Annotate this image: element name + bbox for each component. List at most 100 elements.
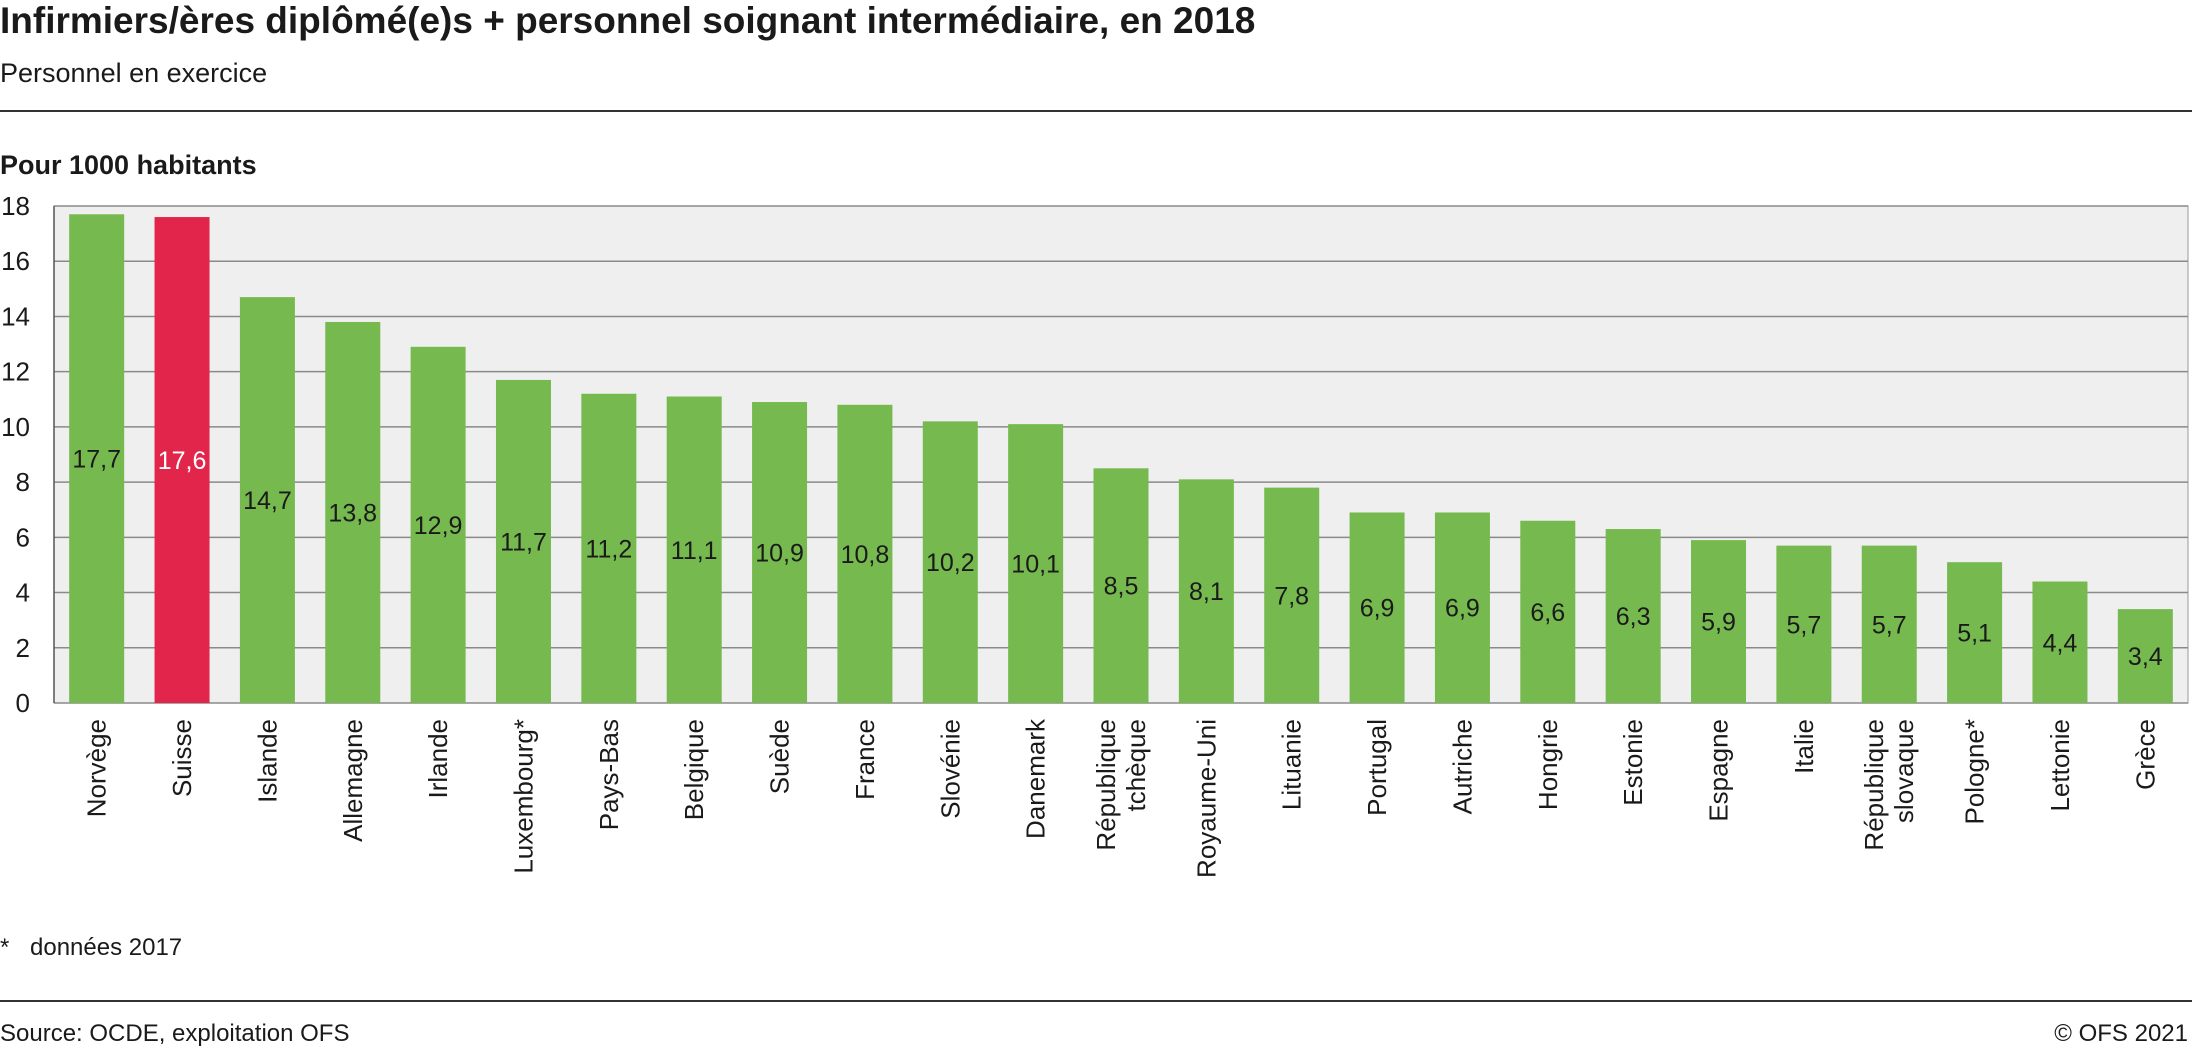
footnote-text: données 2017: [30, 934, 183, 961]
value-label: 5,1: [1957, 620, 1992, 648]
bar-chart: 0 2 4 6 8 10 12 14 16 18 17,7 Norvège 17,6 Suisse 14,7…: [1, 191, 2189, 878]
y-tick-label: 8: [16, 467, 30, 497]
x-tick-label: Irlande: [423, 719, 453, 799]
value-label: 12,9: [414, 512, 463, 540]
x-tick-label: Estonie: [1618, 719, 1648, 806]
y-tick-label: 6: [16, 522, 30, 552]
bar: [837, 404, 893, 703]
bar: [325, 321, 381, 703]
bottom-divider: [0, 1000, 2192, 1002]
y-tick-label: 0: [16, 688, 30, 718]
source-note: Source: OCDE, exploitation OFS: [0, 1020, 350, 1047]
y-tick-label: 18: [1, 191, 30, 221]
x-tick-label: Grèce: [2130, 719, 2160, 790]
x-tick-label: Pays-Bas: [594, 719, 624, 830]
x-tick-label: République tchèque: [1091, 719, 1151, 851]
value-label: 11,7: [500, 528, 547, 556]
y-axis-label: Pour 1000 habitants: [0, 150, 257, 180]
bar: [922, 421, 978, 703]
y-tick-label: 14: [1, 301, 30, 331]
bar: [666, 396, 722, 703]
x-tick-label-line: Pays-Bas: [594, 719, 624, 830]
x-tick-label: Espagne: [1704, 719, 1734, 822]
value-label: 17,7: [72, 446, 121, 474]
bar: [154, 217, 210, 704]
bar: [1776, 545, 1832, 703]
x-tick-label: Pologne*: [1960, 719, 1990, 825]
x-tick-label: Suède: [765, 719, 795, 794]
x-tick-label-line: Slovénie: [935, 719, 965, 819]
value-label: 5,7: [1786, 611, 1821, 639]
x-tick-label: Italie: [1789, 719, 1819, 774]
x-tick-label-line: Grèce: [2130, 719, 2160, 790]
chart-subtitle: Personnel en exercice: [0, 58, 268, 88]
value-label: 14,7: [243, 487, 292, 515]
value-label: 6,3: [1616, 603, 1651, 631]
x-tick-label-line: République: [1859, 719, 1889, 851]
x-tick-label-line: Suède: [765, 719, 795, 794]
bar: [2117, 609, 2173, 703]
x-tick-label-line: Allemagne: [338, 719, 368, 842]
x-tick-label-line: Pologne*: [1960, 719, 1990, 825]
footnote: * données 2017: [0, 934, 182, 962]
x-tick-label-line: Belgique: [679, 719, 709, 820]
x-tick-label: Lituanie: [1277, 719, 1307, 810]
value-label: 17,6: [158, 447, 207, 475]
x-tick-label-line: Suisse: [167, 719, 197, 797]
value-label: 11,1: [671, 537, 718, 565]
x-tick-label-line: Danemark: [1021, 718, 1051, 839]
x-tick-label: Hongrie: [1533, 719, 1563, 810]
y-tick-label: 4: [16, 578, 30, 608]
x-tick-label-line: République: [1091, 719, 1121, 851]
x-tick-label: Portugal: [1362, 719, 1392, 816]
bar: [752, 402, 808, 703]
x-tick-label: Slovénie: [935, 719, 965, 819]
x-tick-label-line: Royaume-Uni: [1191, 719, 1221, 878]
y-tick-label: 16: [1, 246, 30, 276]
bar: [410, 346, 466, 703]
chart-title: Infirmiers/ères diplômé(e)s + personnel …: [0, 0, 1256, 41]
x-tick-label: Suisse: [167, 719, 197, 797]
x-tick-label-line: slovaque: [1889, 719, 1919, 823]
x-tick-label-line: Portugal: [1362, 719, 1392, 816]
top-divider: [0, 110, 2192, 112]
y-tick-label: 12: [1, 357, 30, 387]
x-tick-label: Lettonie: [2045, 719, 2075, 812]
x-tick-label: Royaume-Uni: [1191, 719, 1221, 878]
x-tick-label: Danemark: [1021, 718, 1051, 839]
bar: [1434, 512, 1490, 703]
value-label: 10,2: [926, 549, 975, 577]
x-tick-label: Allemagne: [338, 719, 368, 842]
copyright-note: © OFS 2021: [2054, 1020, 2188, 1047]
x-tick-label-line: tchèque: [1121, 719, 1151, 812]
x-tick-label: France: [850, 719, 880, 800]
value-label: 3,4: [2128, 643, 2163, 671]
value-label: 11,2: [585, 535, 632, 563]
value-label: 8,1: [1189, 578, 1224, 606]
bar: [1093, 468, 1149, 703]
x-tick-label-line: France: [850, 719, 880, 800]
x-tick-label-line: Irlande: [423, 719, 453, 799]
bar: [1520, 520, 1576, 703]
bar: [581, 393, 637, 703]
x-tick-label-line: Italie: [1789, 719, 1819, 774]
bar: [1349, 512, 1405, 703]
bar: [495, 379, 551, 703]
x-tick-label-line: Lituanie: [1277, 719, 1307, 810]
bar: [239, 297, 295, 703]
footnote-symbol: *: [0, 934, 10, 961]
x-tick-label: République slovaque: [1859, 719, 1919, 851]
y-tick-label: 10: [1, 412, 30, 442]
x-tick-label-line: Espagne: [1704, 719, 1734, 822]
x-tick-label: Islande: [252, 719, 282, 803]
value-label: 7,8: [1274, 582, 1309, 610]
x-tick-label-line: Estonie: [1618, 719, 1648, 806]
x-tick-label: Autriche: [1447, 719, 1477, 814]
bar: [2032, 581, 2088, 703]
bar: [69, 214, 125, 703]
value-label: 5,7: [1872, 611, 1907, 639]
x-tick-label: Norvège: [82, 719, 112, 817]
value-label: 13,8: [328, 499, 377, 527]
bar: [1947, 562, 2003, 703]
bar: [1605, 529, 1661, 703]
